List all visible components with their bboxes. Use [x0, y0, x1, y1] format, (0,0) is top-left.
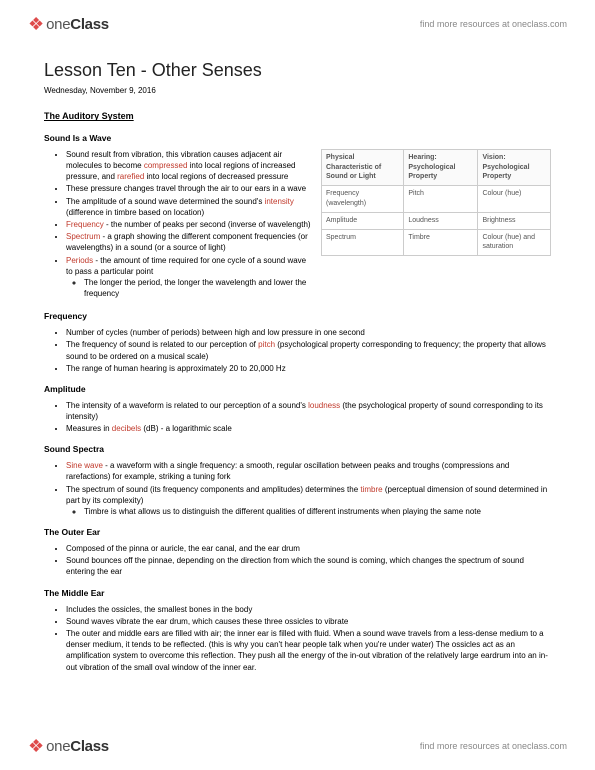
table-row: Amplitude Loudness Brightness — [322, 212, 551, 229]
logo-icon: ❖ — [28, 14, 44, 35]
list-item: Measures in decibels (dB) - a logarithmi… — [66, 423, 551, 434]
subhead-sound-wave: Sound Is a Wave — [44, 133, 551, 145]
table-row: Spectrum Timbre Colour (hue) and saturat… — [322, 229, 551, 256]
list-item: Periods - the amount of time required fo… — [66, 255, 313, 300]
list-item: The amplitude of a sound wave determined… — [66, 196, 313, 218]
spectra-list: Sine wave - a waveform with a single fre… — [44, 460, 551, 517]
table-header: Physical Characteristic of Sound or Ligh… — [322, 149, 404, 185]
page-title: Lesson Ten - Other Senses — [44, 58, 551, 83]
list-item: The range of human hearing is approximat… — [66, 363, 551, 374]
list-item: The outer and middle ears are filled wit… — [66, 628, 551, 673]
header-tagline[interactable]: find more resources at oneclass.com — [420, 19, 567, 29]
main-section-heading: The Auditory System — [44, 110, 551, 123]
list-item: These pressure changes travel through th… — [66, 183, 313, 194]
list-item: The spectrum of sound (its frequency com… — [66, 484, 551, 518]
logo-text: oneClass — [46, 16, 109, 33]
list-item: Spectrum - a graph showing the different… — [66, 231, 313, 253]
page-header: ❖ oneClass find more resources at onecla… — [0, 0, 595, 48]
list-item: The longer the period, the longer the wa… — [84, 277, 313, 299]
page-footer: ❖ oneClass find more resources at onecla… — [0, 722, 595, 770]
brand-logo[interactable]: ❖ oneClass — [28, 14, 109, 35]
list-item: The frequency of sound is related to our… — [66, 339, 551, 361]
brand-logo[interactable]: ❖ oneClass — [28, 736, 109, 757]
frequency-list: Number of cycles (number of periods) bet… — [44, 327, 551, 374]
table-header: Hearing: Psychological Property — [404, 149, 478, 185]
subhead-spectra: Sound Spectra — [44, 444, 551, 456]
subhead-frequency: Frequency — [44, 311, 551, 323]
logo-text: oneClass — [46, 738, 109, 755]
list-item: Sound bounces off the pinnae, depending … — [66, 555, 551, 577]
list-item: Includes the ossicles, the smallest bone… — [66, 604, 551, 615]
subhead-outer-ear: The Outer Ear — [44, 527, 551, 539]
document-date: Wednesday, November 9, 2016 — [44, 85, 551, 96]
subhead-middle-ear: The Middle Ear — [44, 588, 551, 600]
list-item: Sound waves vibrate the ear drum, which … — [66, 616, 551, 627]
list-item: The intensity of a waveform is related t… — [66, 400, 551, 422]
amplitude-list: The intensity of a waveform is related t… — [44, 400, 551, 435]
outer-ear-list: Composed of the pinna or auricle, the ea… — [44, 543, 551, 578]
list-item: Sine wave - a waveform with a single fre… — [66, 460, 551, 482]
footer-tagline[interactable]: find more resources at oneclass.com — [420, 741, 567, 751]
sound-wave-block: Sound result from vibration, this vibrat… — [44, 149, 551, 301]
middle-ear-list: Includes the ossicles, the smallest bone… — [44, 604, 551, 673]
list-item: Sound result from vibration, this vibrat… — [66, 149, 313, 183]
list-item: Frequency - the number of peaks per seco… — [66, 219, 313, 230]
list-item: Composed of the pinna or auricle, the ea… — [66, 543, 551, 554]
properties-table: Physical Characteristic of Sound or Ligh… — [321, 149, 551, 256]
table-header: Vision: Psychological Property — [478, 149, 551, 185]
logo-icon: ❖ — [28, 736, 44, 757]
list-item: Timbre is what allows us to distinguish … — [84, 506, 551, 517]
table-row: Frequency (wavelength) Pitch Colour (hue… — [322, 186, 551, 213]
sound-wave-list: Sound result from vibration, this vibrat… — [44, 149, 313, 299]
list-item: Number of cycles (number of periods) bet… — [66, 327, 551, 338]
document-body: Lesson Ten - Other Senses Wednesday, Nov… — [0, 0, 595, 733]
subhead-amplitude: Amplitude — [44, 384, 551, 396]
